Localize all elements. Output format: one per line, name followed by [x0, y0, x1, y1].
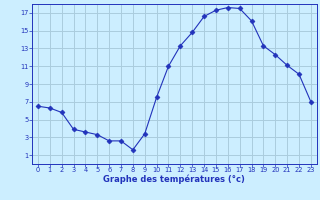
- X-axis label: Graphe des températures (°c): Graphe des températures (°c): [103, 175, 245, 184]
